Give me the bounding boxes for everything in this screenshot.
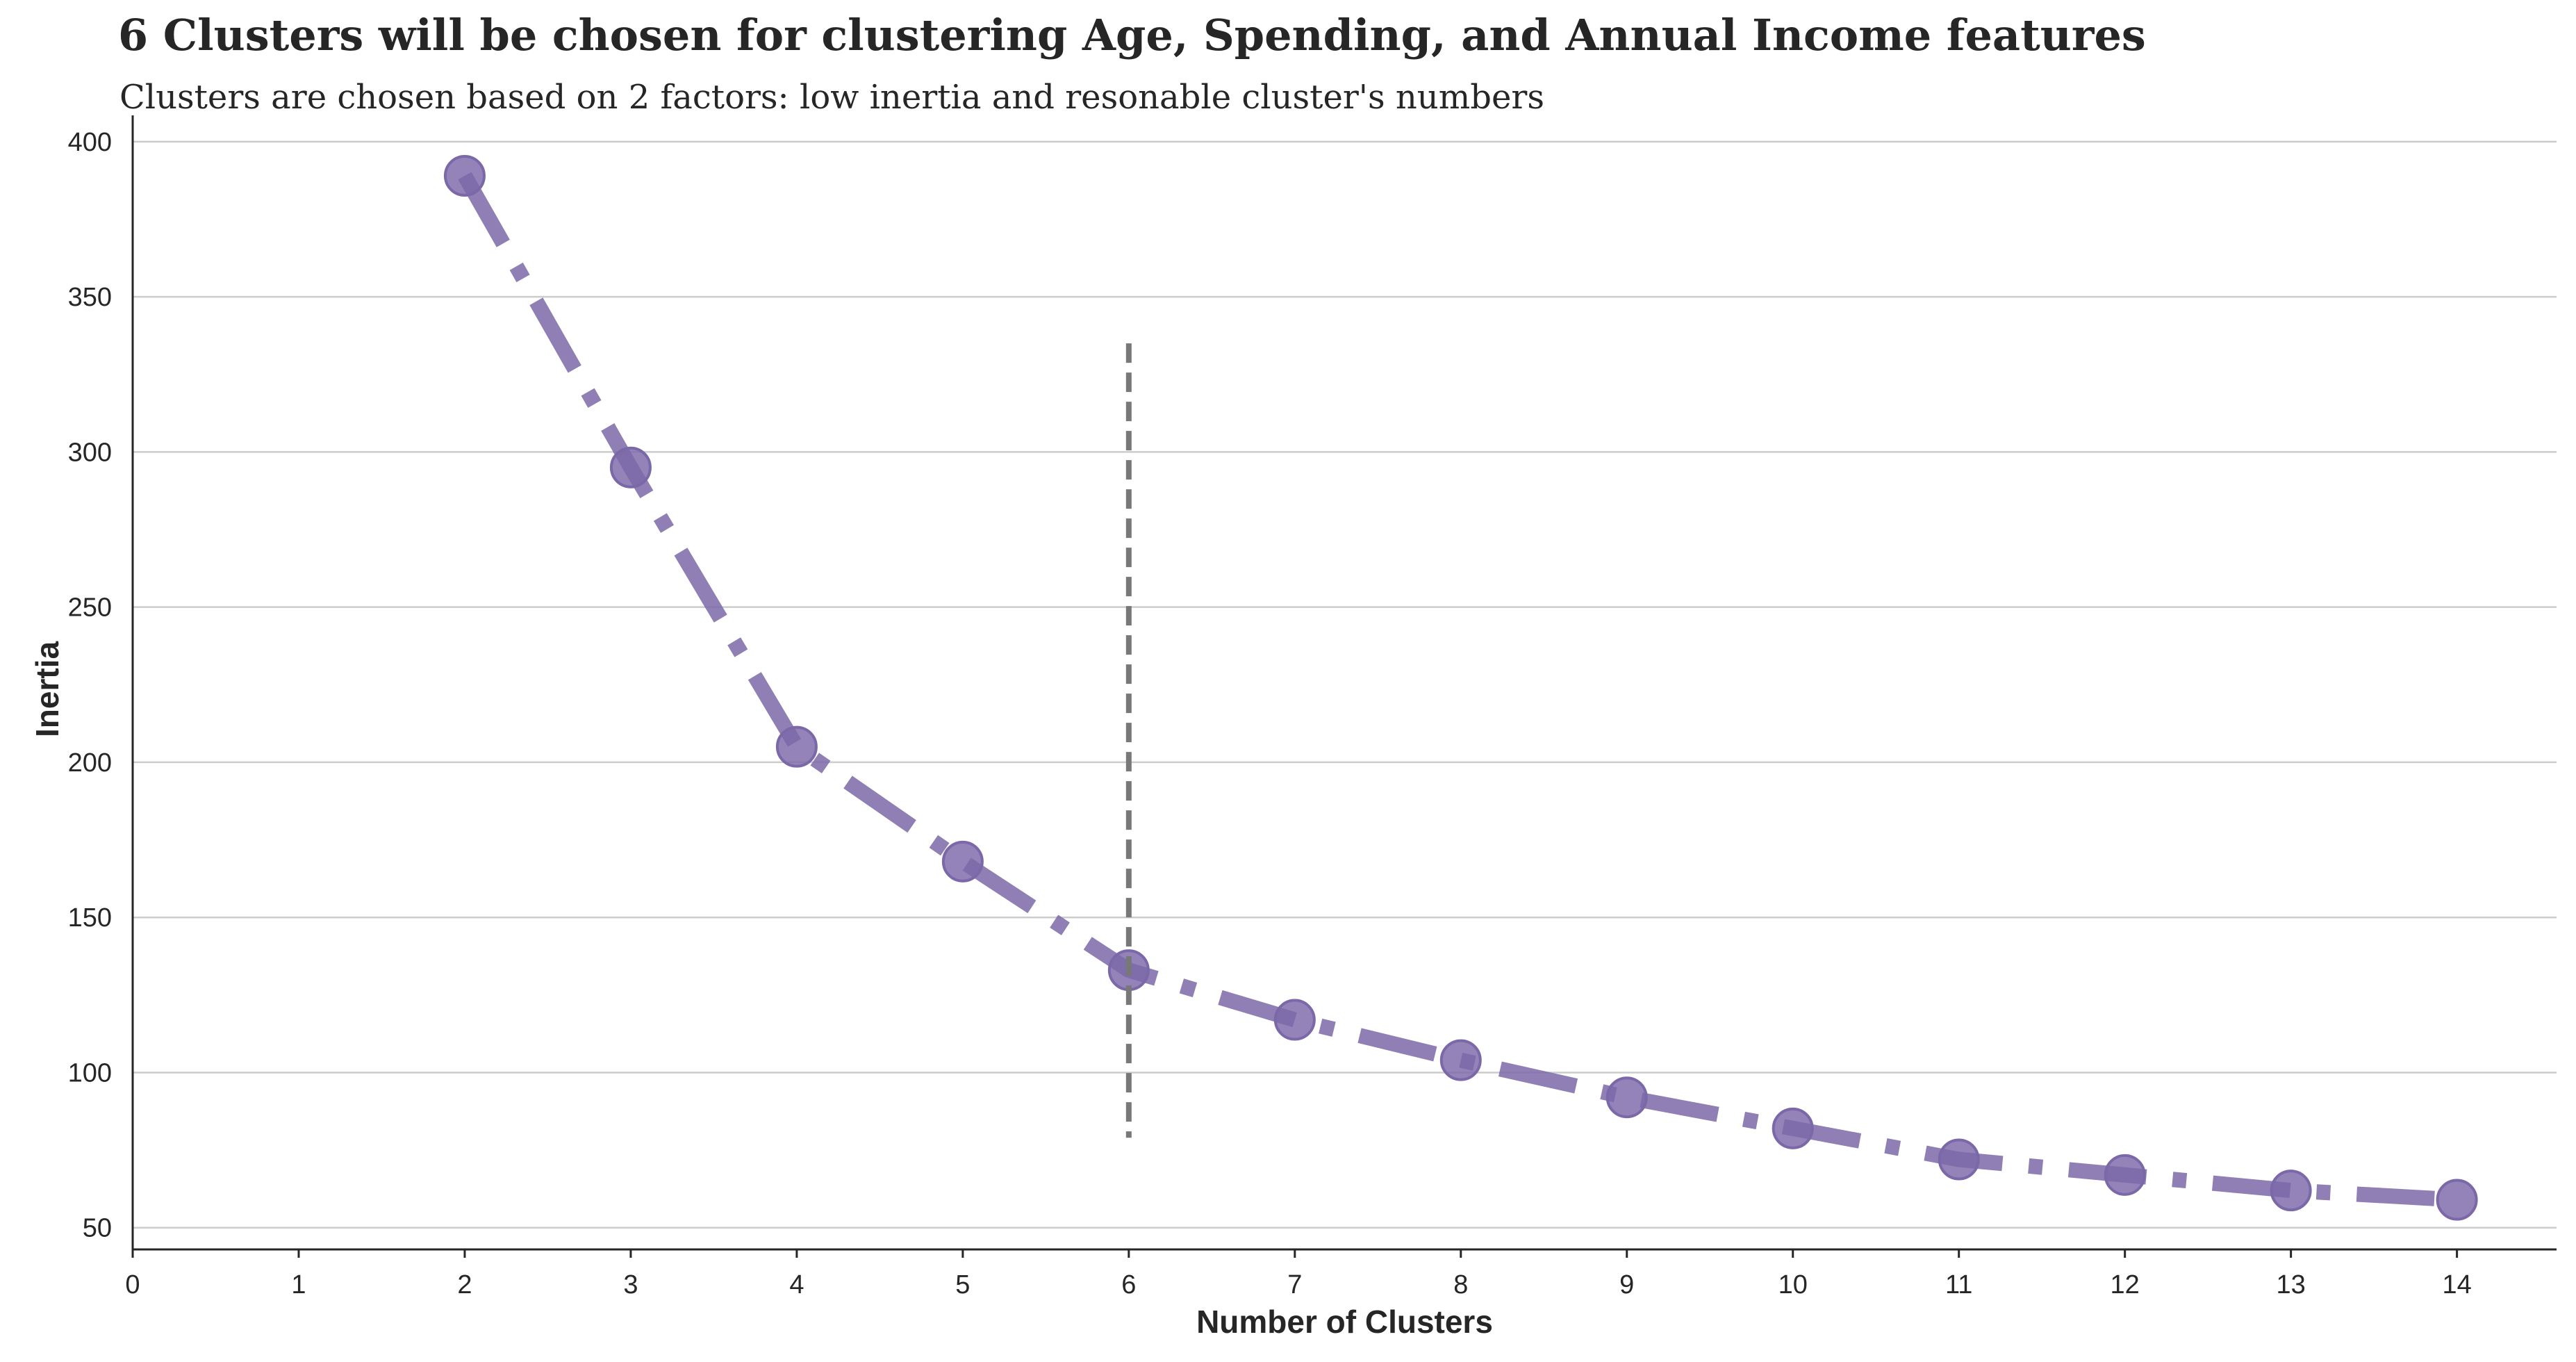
y-tick-label: 200 <box>68 748 112 778</box>
data-point <box>1439 1039 1482 1081</box>
x-tick-label: 6 <box>1121 1270 1136 1299</box>
x-tick-label: 0 <box>125 1270 140 1299</box>
y-tick-label: 100 <box>68 1058 112 1088</box>
x-tick-labels: 0 1 2 3 4 5 6 7 8 9 10 11 12 13 14 <box>125 1270 2471 1299</box>
x-tick-label: 14 <box>2442 1270 2471 1299</box>
data-point <box>609 446 652 489</box>
x-tick-label: 12 <box>2111 1270 2140 1299</box>
data-point <box>1273 999 1316 1041</box>
x-tick-label: 7 <box>1287 1270 1302 1299</box>
y-tick-label: 350 <box>68 283 112 312</box>
data-point <box>1938 1138 1980 1181</box>
data-point <box>941 840 984 883</box>
y-tick-labels: 50 100 150 200 250 300 350 400 <box>68 128 112 1243</box>
x-tick-label: 2 <box>457 1270 472 1299</box>
x-tick-label: 13 <box>2277 1270 2306 1299</box>
x-axis-title: Number of Clusters <box>1196 1304 1493 1340</box>
data-point <box>1772 1107 1814 1149</box>
y-tick-label: 50 <box>83 1214 112 1243</box>
x-tick-label: 10 <box>1778 1270 1808 1299</box>
y-tick-label: 250 <box>68 593 112 623</box>
data-point <box>2436 1179 2478 1221</box>
y-tick-label: 150 <box>68 903 112 933</box>
y-tick-label: 400 <box>68 128 112 157</box>
x-tick-label: 1 <box>291 1270 306 1299</box>
grid-lines <box>133 140 2557 1229</box>
y-axis-title: Inertia <box>29 641 65 737</box>
data-point <box>443 154 486 197</box>
x-tick-label: 8 <box>1453 1270 1468 1299</box>
series-layer <box>443 154 2478 1221</box>
data-point <box>1605 1076 1648 1119</box>
y-tick-label: 300 <box>68 438 112 467</box>
x-tick-label: 9 <box>1619 1270 1634 1299</box>
data-point <box>2270 1170 2312 1212</box>
x-tick-label: 5 <box>955 1270 970 1299</box>
axes <box>131 115 2557 1258</box>
x-tick-label: 11 <box>1945 1270 1972 1299</box>
x-tick-label: 4 <box>789 1270 804 1299</box>
chart-subtitle: Clusters are chosen based on 2 factors: … <box>119 78 1544 117</box>
x-tick-label: 3 <box>623 1270 638 1299</box>
chart-title: 6 Clusters will be chosen for clustering… <box>118 10 2146 60</box>
data-point <box>775 725 818 768</box>
data-point <box>2104 1154 2146 1196</box>
